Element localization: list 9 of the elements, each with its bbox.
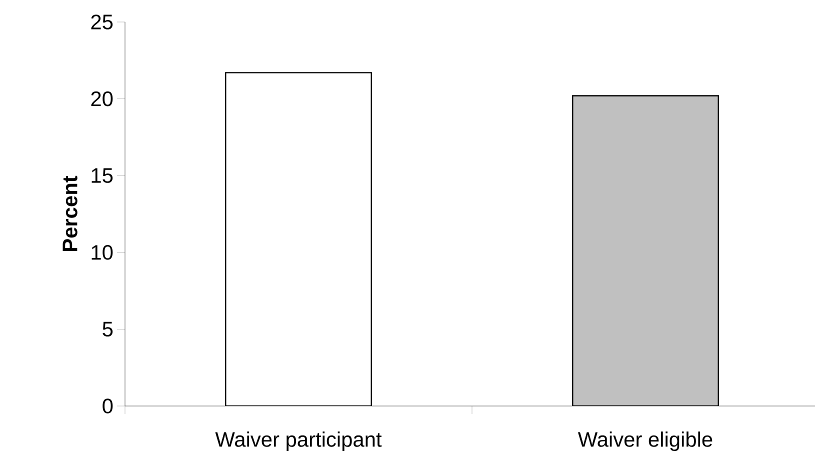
y-tick-label: 15: [92, 168, 113, 183]
x-tick-label: Waiver eligible: [578, 432, 712, 452]
y-tick-label: 25: [91, 14, 113, 30]
y-tick-label: 5: [102, 322, 113, 336]
y-tick-label: 0: [102, 398, 113, 414]
y-tick-label: 20: [91, 91, 113, 106]
x-tick-label: Waiver participant: [215, 432, 382, 452]
y-tick-label: 10: [92, 244, 113, 260]
y-axis-title: Percent: [62, 176, 78, 251]
